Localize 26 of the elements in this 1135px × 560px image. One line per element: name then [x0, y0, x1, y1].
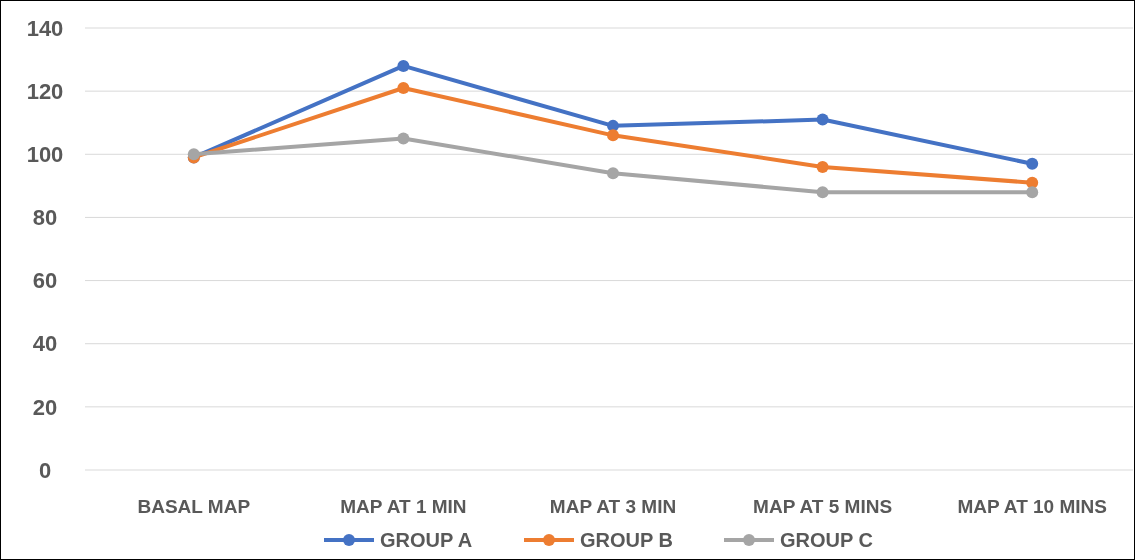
- x-tick-label: MAP AT 5 MINS: [753, 496, 893, 517]
- y-tick-label: 0: [38, 457, 52, 483]
- x-tick-label: MAP AT 10 MINS: [957, 496, 1107, 517]
- x-tick-label: MAP AT 3 MIN: [549, 496, 677, 517]
- point: [1026, 157, 1039, 170]
- y-tick-label: 40: [32, 331, 58, 357]
- y-tick-label: 60: [32, 268, 58, 294]
- legend-label: GROUP C: [780, 529, 873, 551]
- legend-label: GROUP B: [580, 529, 673, 551]
- point: [397, 132, 410, 145]
- y-tick-label: 120: [26, 78, 64, 104]
- point: [607, 129, 619, 142]
- y-tick-label: 20: [32, 394, 58, 420]
- point: [816, 160, 829, 173]
- legend-label: GROUP A: [380, 529, 473, 551]
- y-tick-label: 140: [26, 15, 64, 41]
- x-tick-label: BASAL MAP: [137, 496, 251, 517]
- x-tick-label: MAP AT 1 MIN: [340, 496, 467, 517]
- point: [816, 113, 829, 126]
- point: [1026, 186, 1039, 199]
- point: [816, 186, 829, 199]
- point: [397, 81, 410, 94]
- point: [607, 167, 619, 180]
- y-tick-label: 100: [26, 141, 64, 167]
- y-tick-label: 80: [32, 205, 58, 231]
- point: [397, 59, 410, 72]
